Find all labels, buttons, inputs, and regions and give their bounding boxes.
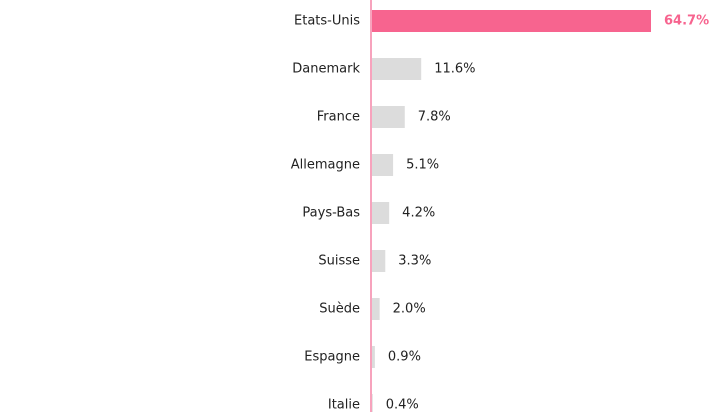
bar xyxy=(371,250,386,272)
value-label: 2.0% xyxy=(393,302,426,317)
bar xyxy=(371,58,422,80)
category-label: France xyxy=(317,110,360,125)
category-label: Suisse xyxy=(318,254,360,269)
bar xyxy=(371,298,380,320)
value-label: 3.3% xyxy=(398,254,431,269)
bar xyxy=(371,106,405,128)
value-label: 64.7% xyxy=(664,14,709,29)
bar xyxy=(371,154,394,176)
category-label: Italie xyxy=(328,398,360,412)
value-label: 0.4% xyxy=(386,398,419,412)
value-label: 5.1% xyxy=(406,158,439,173)
value-label: 7.8% xyxy=(418,110,451,125)
category-label: Etats-Unis xyxy=(294,14,360,29)
value-label: 4.2% xyxy=(402,206,435,221)
bar xyxy=(371,346,375,368)
category-label: Espagne xyxy=(304,350,360,365)
category-label: Suède xyxy=(319,302,360,317)
bar xyxy=(371,202,390,224)
bar xyxy=(371,10,651,32)
category-label: Pays-Bas xyxy=(302,206,360,221)
category-label: Allemagne xyxy=(291,158,360,173)
value-label: 11.6% xyxy=(434,62,475,77)
category-label: Danemark xyxy=(292,62,360,77)
value-label: 0.9% xyxy=(388,350,421,365)
